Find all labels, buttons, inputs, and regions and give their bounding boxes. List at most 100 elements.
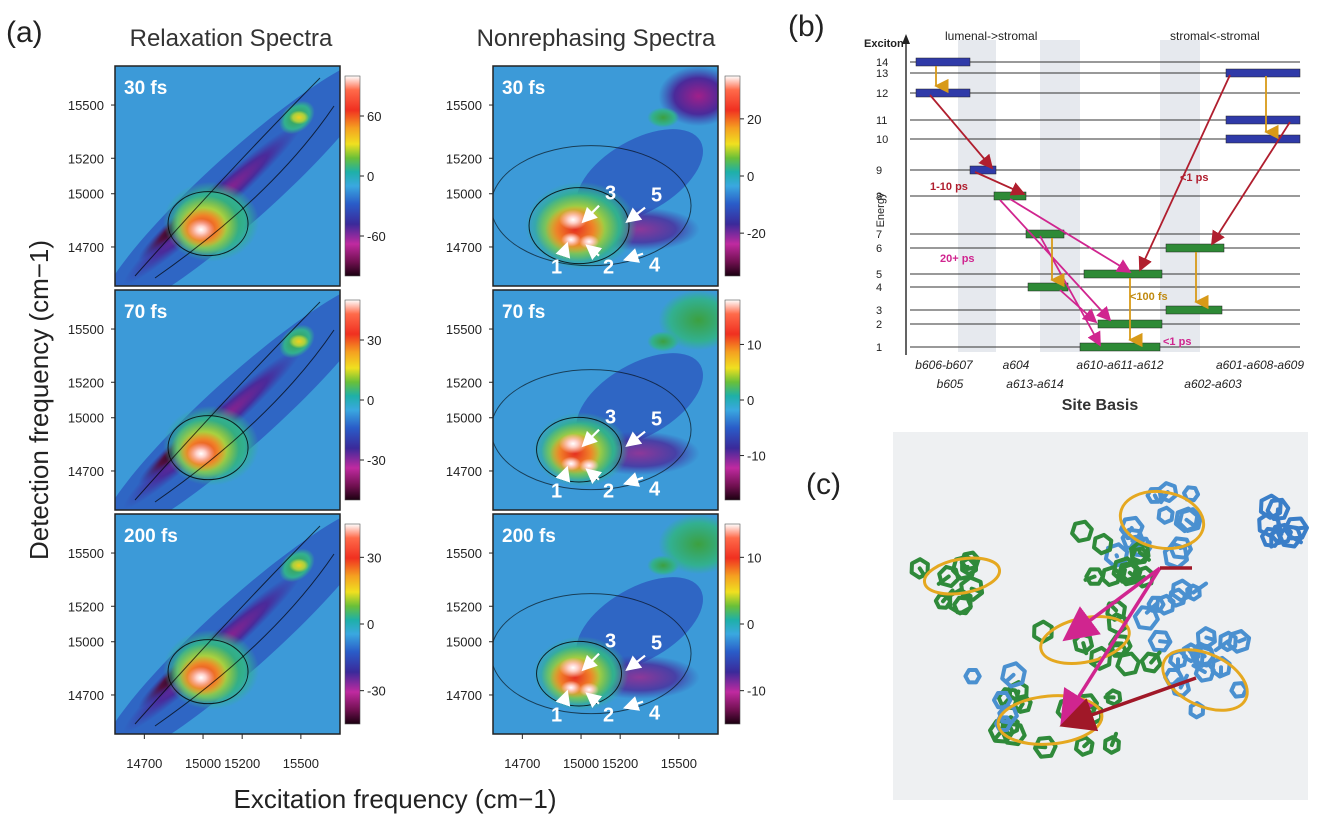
peak-label: 4 [649, 255, 661, 277]
site-label: b605 [937, 377, 964, 391]
pigment-bond [917, 566, 926, 577]
peak-1-core [561, 680, 582, 695]
panel-frame [114, 65, 341, 287]
y-tick-label: 14700 [446, 240, 482, 255]
contour-line [167, 191, 249, 257]
energy-transfer-arrow [1059, 676, 1197, 732]
pigment-bond [1004, 672, 1016, 684]
y-tick-label: 14700 [68, 688, 104, 703]
exciton-level-number: 2 [876, 319, 882, 331]
pigment-bond [1127, 570, 1144, 585]
y-tick-label: 15500 [68, 322, 104, 337]
pigment-bond [936, 574, 951, 586]
x-tick-label: 14700 [126, 756, 162, 771]
nonrephasing-title: Nonrephasing Spectra [477, 25, 716, 52]
colorbar-tick-label: 0 [747, 169, 754, 184]
contour-line [493, 369, 692, 491]
y-tick-label: 15500 [68, 98, 104, 113]
y-tick-label: 15500 [446, 98, 482, 113]
peak-3-core [559, 209, 588, 230]
pigment-bond [1109, 731, 1119, 748]
pigment-bond [1127, 525, 1134, 534]
contour-line [167, 639, 249, 705]
diagonal-peak-core [187, 218, 216, 241]
exciton-level-number: 4 [876, 282, 882, 294]
pigment-bond [1237, 637, 1247, 644]
colorbar: 10 0 -10 [724, 523, 766, 725]
peak-label: 3 [605, 631, 616, 653]
relaxation-panel-1: 30 fs 14700 15000 15200 15500 60 0 -60 [68, 65, 386, 287]
y-axis-label: Detection frequency (cm−1) [24, 240, 54, 560]
panel-frame [114, 289, 341, 511]
colorbar-tick-label: -60 [367, 229, 386, 244]
transition-dipole-ellipse [922, 556, 1002, 596]
site-energy-bar [1165, 305, 1223, 315]
pigment-bond [1016, 702, 1025, 713]
high-energy-peak [647, 107, 680, 128]
peak-label: 1 [551, 257, 562, 279]
peak-label: 2 [603, 481, 614, 503]
diagonal-peak-core [187, 442, 216, 465]
y-tick-label: 15000 [446, 635, 482, 650]
energy-transfer-arrow [929, 94, 994, 170]
energy-transfer-arrow [1062, 566, 1162, 642]
y-tick-label: 14700 [68, 464, 104, 479]
exciton-level-number: 9 [876, 165, 882, 177]
peak-arrow [585, 468, 603, 485]
pigment-bond [940, 588, 955, 604]
site-energy-bar [1225, 115, 1301, 125]
exciton-level-number: 3 [876, 305, 882, 317]
peak-1-core [561, 232, 582, 247]
contour-line [493, 145, 692, 267]
peak-arrow [585, 244, 603, 261]
y-tick-label: 15200 [68, 151, 104, 166]
pigment-ring [992, 690, 1013, 710]
x-tick-label: 15500 [283, 756, 319, 771]
contour-line [134, 301, 321, 501]
nonrephasing-panel-1: 1 2 3 4 5 30 fs 14700 15000 15200 15500 20 0 -20 [446, 65, 766, 287]
exciton-level-number: 11 [876, 115, 887, 127]
colorbar-tick-label: 30 [367, 550, 381, 565]
colorbar-tick-label: 0 [367, 169, 374, 184]
exciton-level-number: 6 [876, 243, 882, 255]
pigment-bond [1083, 574, 1097, 582]
panel-a-label: (a) [6, 16, 43, 49]
exciton-level-number: 14 [876, 57, 888, 69]
y-tick-label: 15000 [68, 187, 104, 202]
pigment-bond [1293, 525, 1306, 531]
pigment-bond [1152, 493, 1159, 501]
energy-axis-label: Energy [875, 192, 887, 227]
x-tick-label: 15200 [602, 756, 638, 771]
pigment-ring [1100, 565, 1122, 587]
energy-transfer-arrow [974, 171, 1026, 196]
pigment-ring [1167, 587, 1187, 608]
peak-arrow [555, 689, 571, 707]
contour-line [154, 553, 335, 727]
pigment-ring [1000, 661, 1027, 689]
site-label: a613-a614 [1006, 377, 1064, 391]
site-label: a601-a608-a609 [1216, 358, 1304, 372]
peak-arrow [581, 652, 600, 672]
pigment-ring [1130, 546, 1150, 565]
peak-arrow [585, 692, 603, 709]
transition-dipole-ellipse [1161, 648, 1249, 712]
high-energy-core [288, 558, 309, 573]
peak-label: 2 [603, 257, 614, 279]
heatmap-field [493, 66, 718, 286]
exciton-level-number: 5 [876, 269, 882, 281]
colorbar: 20 0 -20 [724, 75, 766, 277]
time-delay-label: 70 fs [502, 302, 545, 323]
y-tick-label: 15000 [68, 635, 104, 650]
pigment-ring [1218, 630, 1238, 653]
panel-frame [492, 513, 719, 735]
pigment-bond [1158, 639, 1171, 645]
heatmap-field [493, 514, 718, 734]
transition-dipole-ellipse [1118, 489, 1206, 551]
pigment-ring [1182, 485, 1201, 503]
contour-line [134, 525, 321, 725]
peak-arrow [625, 430, 646, 448]
site-energy-bar [1079, 342, 1161, 352]
